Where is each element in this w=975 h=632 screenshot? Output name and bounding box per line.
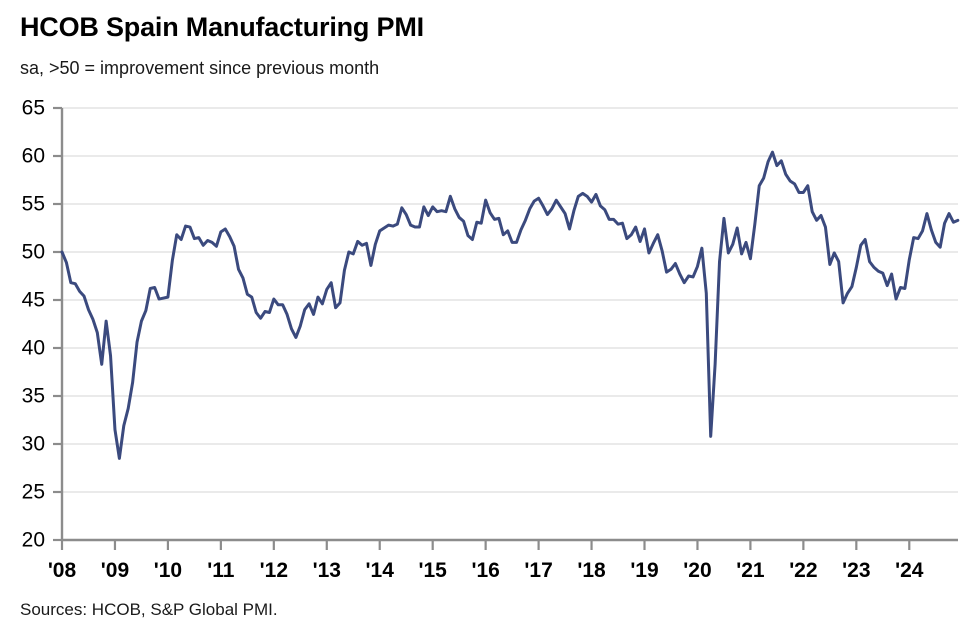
gridlines — [53, 106, 958, 542]
chart-subtitle: sa, >50 = improvement since previous mon… — [20, 58, 380, 78]
y-axis-labels: 65 60 55 50 45 40 35 30 25 20 — [22, 97, 45, 552]
x-tick-label: '11 — [207, 559, 235, 582]
x-tick-label: '12 — [260, 559, 288, 582]
y-tick-label: 30 — [22, 433, 45, 456]
x-tick-label: '10 — [154, 559, 182, 582]
x-tick-label: '16 — [471, 559, 499, 582]
y-tick-label: 20 — [22, 529, 45, 552]
x-tick-label: '13 — [313, 559, 341, 582]
x-axis-labels: '08 '09 '10 '11 '12 '13 '14 '15 '16 '17 '18 '19 '20 '… — [48, 559, 924, 582]
x-axis-ticks — [60, 540, 911, 550]
x-tick-label: '23 — [842, 559, 870, 582]
y-tick-label: 25 — [22, 481, 45, 504]
y-tick-label: 55 — [22, 193, 45, 216]
x-tick-label: '08 — [48, 559, 77, 582]
pmi-line-series — [60, 150, 960, 460]
x-tick-label: '20 — [683, 559, 711, 582]
axis-lines — [60, 108, 958, 542]
x-tick-label: '17 — [524, 559, 552, 582]
y-tick-label: 50 — [22, 241, 45, 264]
page-title: HCOB Spain Manufacturing PMI — [20, 12, 424, 42]
y-tick-label: 35 — [22, 385, 45, 408]
x-tick-label: '24 — [895, 559, 924, 582]
y-tick-label: 45 — [22, 289, 45, 312]
x-tick-label: '09 — [101, 559, 129, 582]
y-tick-label: 65 — [22, 97, 45, 120]
source-note: Sources: HCOB, S&P Global PMI. — [20, 600, 278, 619]
y-tick-label: 40 — [22, 337, 45, 360]
x-tick-label: '22 — [789, 559, 817, 582]
y-tick-label: 60 — [22, 145, 45, 168]
x-tick-label: '21 — [736, 559, 765, 582]
x-tick-label: '15 — [419, 559, 448, 582]
x-tick-label: '14 — [366, 559, 395, 582]
x-tick-label: '19 — [630, 559, 658, 582]
x-tick-label: '18 — [577, 559, 606, 582]
